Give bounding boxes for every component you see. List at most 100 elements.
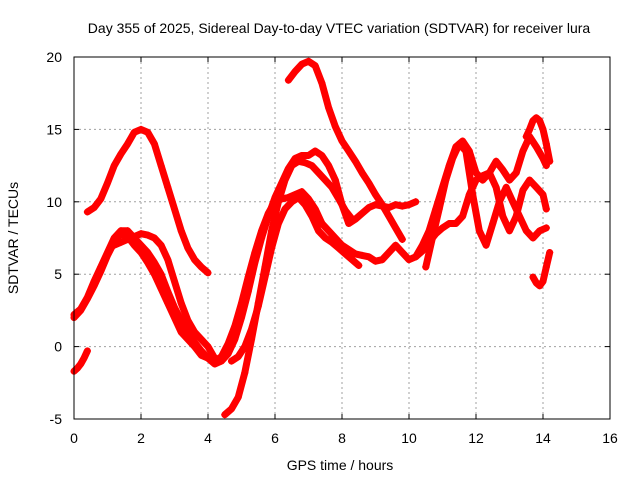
data-point	[305, 195, 312, 203]
data-point	[197, 335, 205, 343]
data-point	[83, 295, 91, 303]
data-point	[80, 354, 88, 362]
data-point	[529, 273, 537, 281]
data-point	[385, 248, 393, 256]
data-point	[455, 140, 463, 148]
data-point	[90, 282, 98, 290]
data-point	[137, 125, 145, 133]
data-point	[485, 169, 493, 177]
data-point	[398, 248, 406, 256]
data-point	[184, 317, 192, 325]
y-axis-label: SDTVAR / TECUs	[5, 182, 21, 294]
y-tick-label: -5	[50, 411, 63, 427]
data-point	[311, 205, 319, 213]
data-point	[365, 204, 373, 212]
data-point	[281, 205, 289, 213]
data-point	[144, 248, 152, 256]
data-point	[331, 123, 339, 131]
data-point	[475, 227, 483, 235]
data-point	[268, 244, 276, 252]
series-track-11	[422, 140, 550, 271]
data-point	[117, 150, 125, 158]
data-point	[241, 369, 249, 377]
data-point	[248, 325, 256, 333]
data-point	[472, 169, 480, 177]
data-series	[70, 57, 554, 419]
data-point	[392, 224, 400, 232]
data-point	[97, 195, 105, 203]
x-tick-labels: 0 2 4 6 8 10 12 14 16	[70, 430, 618, 446]
data-point	[211, 354, 219, 362]
data-point	[217, 357, 225, 365]
series-track-5	[83, 125, 212, 277]
data-point	[526, 125, 534, 133]
data-point	[348, 256, 356, 264]
data-point	[224, 350, 232, 358]
data-point	[234, 353, 242, 361]
data-point	[157, 270, 165, 278]
data-point	[529, 234, 537, 242]
data-point	[137, 230, 145, 238]
data-point	[184, 244, 192, 252]
data-point	[124, 140, 132, 148]
data-point	[345, 220, 353, 228]
data-point	[422, 263, 430, 271]
data-point	[227, 405, 235, 413]
data-point	[506, 176, 513, 184]
data-point	[459, 212, 467, 220]
data-point	[372, 257, 379, 265]
data-point	[358, 169, 366, 177]
data-point	[392, 241, 400, 249]
data-point	[499, 212, 507, 220]
data-point	[83, 347, 91, 355]
data-point	[298, 151, 306, 159]
x-tick-label: 0	[70, 430, 78, 446]
data-point	[294, 157, 302, 165]
data-point	[274, 220, 282, 228]
data-point	[315, 227, 323, 235]
data-point	[164, 299, 172, 307]
data-point	[130, 128, 138, 136]
data-point	[264, 212, 272, 220]
data-point	[288, 198, 296, 206]
data-point	[311, 62, 319, 70]
data-point	[428, 234, 436, 242]
data-point	[542, 224, 550, 232]
data-point	[348, 215, 356, 223]
data-point	[321, 234, 329, 242]
series-track-12	[529, 248, 554, 290]
data-point	[97, 267, 105, 275]
data-point	[90, 204, 98, 212]
data-point	[435, 205, 443, 213]
data-point	[489, 220, 497, 228]
data-point	[442, 176, 450, 184]
data-point	[392, 201, 400, 209]
data-point	[171, 314, 178, 322]
data-point	[150, 140, 158, 148]
data-point	[191, 328, 199, 336]
data-point	[522, 133, 530, 141]
data-point	[144, 128, 152, 136]
axis-ticks	[73, 56, 611, 420]
data-point	[130, 233, 138, 241]
data-point	[519, 186, 527, 194]
data-point	[234, 393, 242, 401]
data-point	[479, 172, 487, 180]
y-tick-label: 10	[46, 194, 62, 210]
data-point	[308, 212, 316, 220]
data-point	[385, 212, 393, 220]
data-point	[204, 343, 212, 351]
data-point	[492, 157, 500, 165]
data-point	[536, 227, 544, 235]
data-point	[315, 169, 323, 177]
data-point	[204, 354, 212, 362]
data-point	[418, 247, 426, 255]
data-point	[157, 241, 165, 249]
data-point	[325, 104, 333, 112]
data-point	[495, 198, 503, 206]
data-point	[288, 162, 296, 170]
data-point	[542, 140, 550, 148]
data-point	[335, 195, 343, 203]
data-point	[328, 183, 336, 191]
data-point	[150, 234, 158, 242]
